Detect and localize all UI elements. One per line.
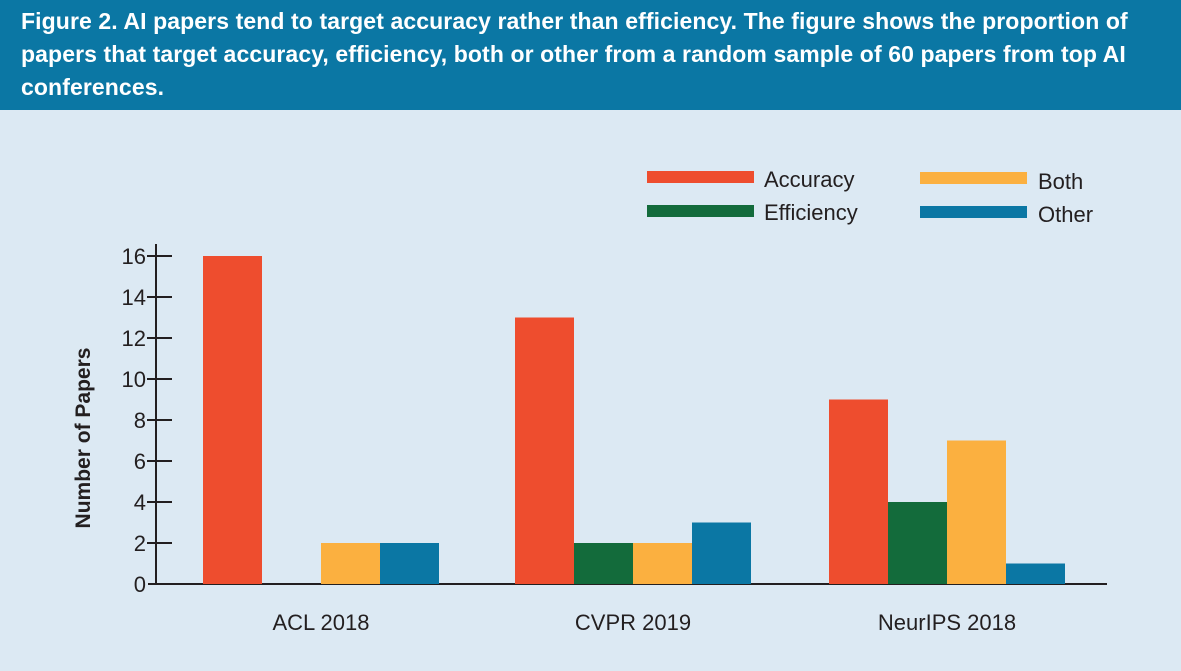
figure-caption-text: AI papers tend to target accuracy rather… <box>21 8 1128 100</box>
x-category-label: NeurIPS 2018 <box>878 610 1016 635</box>
x-category-label: ACL 2018 <box>272 610 369 635</box>
y-ticks: 0 2 4 6 8 10 12 14 16 <box>122 244 172 597</box>
y-tick-label: 8 <box>134 408 146 433</box>
bar-other-neurips-2018 <box>1006 563 1065 584</box>
bar-accuracy-acl-2018 <box>203 256 262 584</box>
legend-swatch-other <box>920 206 1027 218</box>
legend-swatch-efficiency <box>647 205 754 217</box>
bar-both-acl-2018 <box>321 543 380 584</box>
y-tick-label: 6 <box>134 449 146 474</box>
y-axis-title: Number of Papers <box>72 348 95 529</box>
legend-swatch-accuracy <box>647 171 754 183</box>
bar-other-acl-2018 <box>380 543 439 584</box>
caption-banner: Figure 2. AI papers tend to target accur… <box>0 0 1181 110</box>
legend-label-other: Other <box>1038 202 1093 227</box>
legend-label-accuracy: Accuracy <box>764 167 854 192</box>
legend-label-efficiency: Efficiency <box>764 200 858 225</box>
legend: Accuracy Efficiency Both Other <box>647 167 1093 227</box>
figure-label: Figure 2. <box>21 8 118 34</box>
y-tick-label: 12 <box>122 326 146 351</box>
x-category-labels: ACL 2018 CVPR 2019 NeurIPS 2018 <box>272 610 1016 635</box>
bar-other-cvpr-2019 <box>692 522 751 584</box>
y-tick-label: 4 <box>134 490 146 515</box>
bar-efficiency-cvpr-2019 <box>574 543 633 584</box>
bar-accuracy-cvpr-2019 <box>515 317 574 584</box>
bars <box>203 256 1065 584</box>
y-tick-label: 14 <box>122 285 146 310</box>
bar-efficiency-neurips-2018 <box>888 502 947 584</box>
y-tick-label: 16 <box>122 244 146 269</box>
legend-label-both: Both <box>1038 169 1083 194</box>
bar-accuracy-neurips-2018 <box>829 399 888 584</box>
bar-both-neurips-2018 <box>947 440 1006 584</box>
y-tick-label: 2 <box>134 531 146 556</box>
y-tick-label: 10 <box>122 367 146 392</box>
figure-caption: Figure 2. AI papers tend to target accur… <box>21 5 1163 104</box>
legend-swatch-both <box>920 172 1027 184</box>
bar-both-cvpr-2019 <box>633 543 692 584</box>
x-category-label: CVPR 2019 <box>575 610 691 635</box>
y-tick-label: 0 <box>134 572 146 597</box>
